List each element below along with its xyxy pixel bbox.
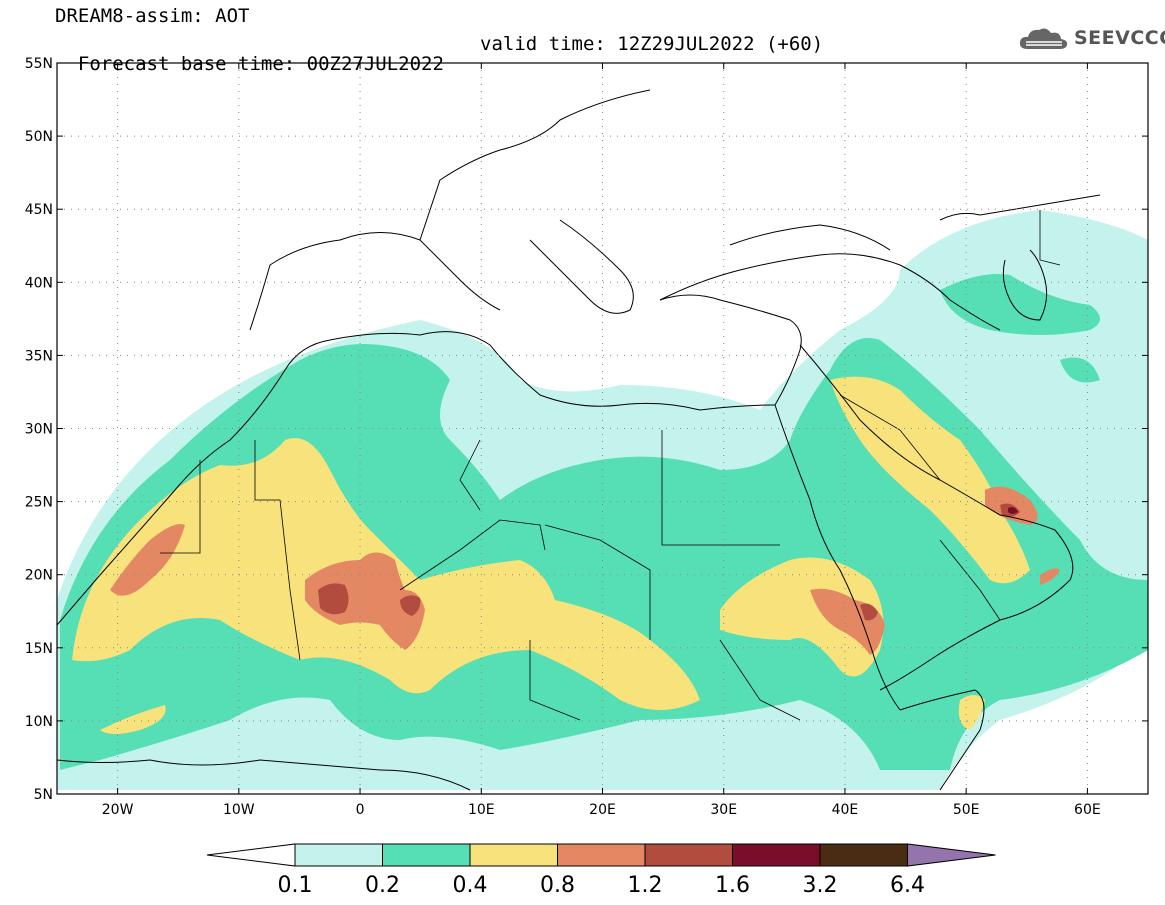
colorbar-swatch bbox=[469, 843, 558, 867]
lon-tick-label: 20W bbox=[102, 802, 134, 818]
lat-tick-label: 5N bbox=[34, 787, 53, 803]
lat-tick-label: 25N bbox=[25, 495, 53, 511]
cloud-icon bbox=[1019, 28, 1068, 49]
colorbar-swatch bbox=[382, 843, 471, 867]
colorbar-level-label: 0.8 bbox=[540, 873, 575, 898]
aot-level-1.2 bbox=[318, 503, 1020, 621]
lon-tick-label: 0 bbox=[356, 802, 365, 818]
lon-tick-label: 40E bbox=[832, 802, 859, 818]
longitude-labels: 20W 10W 0 10E 20E 30E 40E 50E 60E bbox=[102, 802, 1101, 818]
colorbar-level-label: 1.2 bbox=[628, 873, 663, 898]
country-borders bbox=[160, 210, 1061, 721]
grid-lines bbox=[57, 62, 1148, 795]
lon-tick-label: 30E bbox=[710, 802, 737, 818]
colorbar-level-label: 6.4 bbox=[890, 873, 925, 898]
latitude-labels: 5N 10N 15N 20N 25N 30N 35N 40N 45N 50N 55N bbox=[25, 56, 53, 803]
colorbar-level-label: 3.2 bbox=[803, 873, 838, 898]
lon-tick-label: 10E bbox=[468, 802, 495, 818]
lon-tick-label: 60E bbox=[1074, 802, 1101, 818]
valid-time: valid time: 12Z29JUL2022 (+60) bbox=[480, 33, 824, 55]
time-info: Forecast base time: 00Z27JUL2022 valid t… bbox=[55, 34, 823, 94]
lat-tick-label: 45N bbox=[25, 202, 53, 218]
lat-tick-label: 10N bbox=[25, 714, 53, 730]
colorbar-level-label: 0.1 bbox=[278, 873, 313, 898]
lat-tick-label: 15N bbox=[25, 641, 53, 657]
colorbar-low-triangle bbox=[206, 843, 296, 867]
colorbar-high-triangle bbox=[907, 843, 996, 867]
logo-text: SEEVCCC bbox=[1074, 27, 1165, 49]
colorbar-swatch bbox=[294, 843, 383, 867]
colorbar-level-label: 0.4 bbox=[453, 873, 488, 898]
lat-tick-label: 40N bbox=[25, 275, 53, 291]
chart-title: DREAM8-assim: AOT bbox=[55, 5, 250, 27]
lat-tick-label: 30N bbox=[25, 422, 53, 438]
aot-field bbox=[57, 210, 1148, 790]
coastlines bbox=[57, 89, 1101, 791]
colorbar-level-label: 1.6 bbox=[715, 873, 750, 898]
base-time: Forecast base time: 00Z27JUL2022 bbox=[77, 53, 444, 75]
lon-tick-label: 20E bbox=[589, 802, 616, 818]
map-frame bbox=[56, 62, 1149, 795]
seevccc-logo: SEEVCCC bbox=[1018, 24, 1165, 52]
lon-tick-label: 10W bbox=[223, 802, 255, 818]
colorbar: 0.1 0.2 0.4 0.8 1.2 1.6 3.2 6.4 bbox=[206, 843, 996, 898]
colorbar-swatch bbox=[644, 843, 733, 867]
lon-tick-label: 50E bbox=[953, 802, 980, 818]
colorbar-level-label: 0.2 bbox=[365, 873, 400, 898]
lat-tick-label: 50N bbox=[25, 129, 53, 145]
lat-tick-label: 20N bbox=[25, 568, 53, 584]
lat-tick-label: 35N bbox=[25, 348, 53, 364]
colorbar-swatch bbox=[732, 843, 821, 867]
lat-tick-label: 55N bbox=[25, 56, 53, 72]
colorbar-swatch bbox=[557, 843, 646, 867]
aot-level-1.6 bbox=[1008, 507, 1018, 514]
colorbar-swatch bbox=[819, 843, 908, 867]
